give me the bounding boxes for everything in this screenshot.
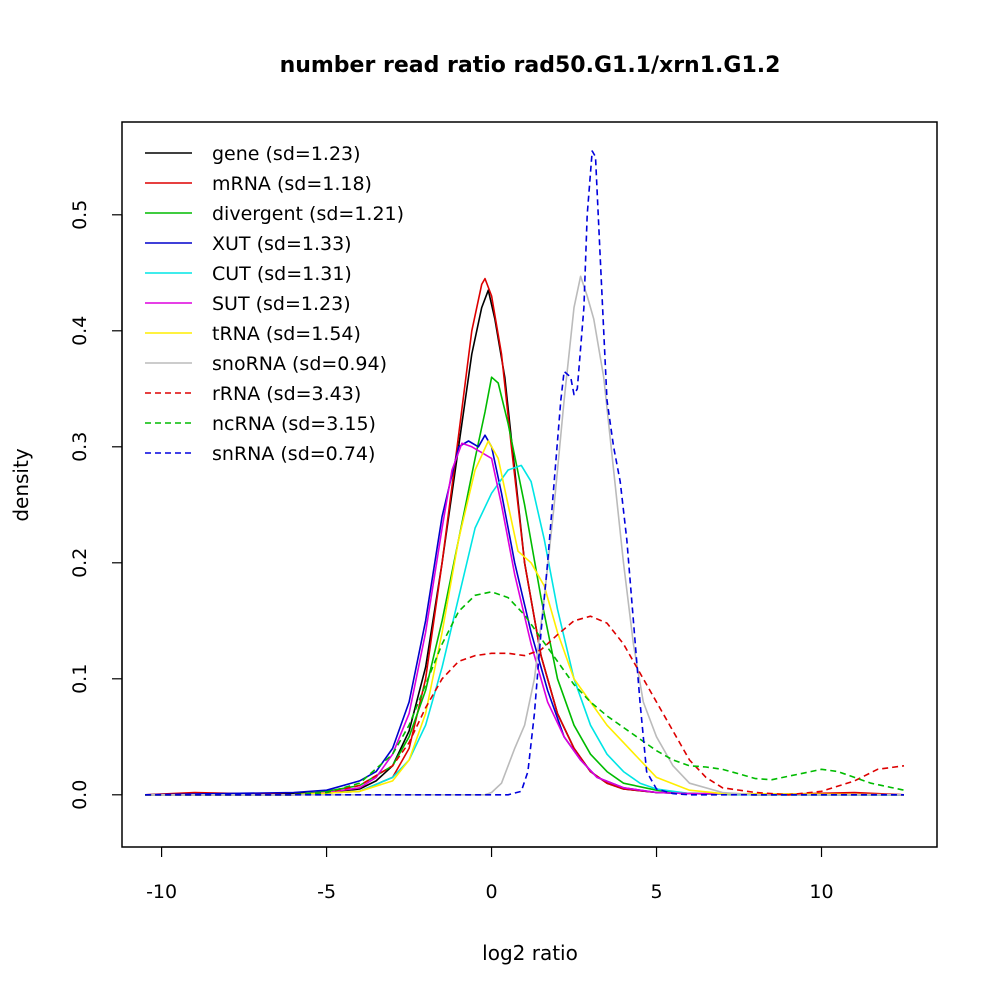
x-tick-label: -10 (146, 881, 177, 903)
series-line-2 (145, 376, 904, 796)
legend-label: CUT (sd=1.31) (212, 263, 352, 285)
legend-label: ncRNA (sd=3.15) (212, 413, 376, 435)
series-line-4 (145, 464, 904, 796)
series-line-5 (145, 442, 905, 796)
y-tick-label: 0.2 (69, 548, 91, 578)
legend-label: XUT (sd=1.33) (212, 233, 352, 255)
legend-label: divergent (sd=1.21) (212, 203, 404, 225)
series-line-6 (145, 440, 905, 796)
y-tick-label: 0.4 (69, 316, 91, 346)
series-layer (145, 150, 905, 796)
legend-label: SUT (sd=1.23) (212, 293, 351, 315)
legend-label: tRNA (sd=1.54) (212, 323, 361, 345)
x-axis-label: log2 ratio (482, 941, 578, 965)
y-tick-label: 0.0 (69, 780, 91, 810)
y-tick-label: 0.5 (69, 200, 91, 230)
x-tick-label: 10 (809, 881, 833, 903)
x-tick-label: -5 (317, 881, 336, 903)
y-axis: 0.0 0.1 0.2 0.3 0.4 0.5 (69, 200, 123, 810)
x-tick-label: 5 (650, 881, 662, 903)
series-line-10 (145, 150, 904, 796)
legend-label: snRNA (sd=0.74) (212, 443, 375, 465)
x-tick-label: 0 (486, 881, 498, 903)
legend: gene (sd=1.23) mRNA (sd=1.18) divergent (s… (145, 143, 404, 465)
plot-frame (121, 121, 938, 848)
y-axis-label: density (9, 448, 33, 521)
legend-label: gene (sd=1.23) (212, 143, 361, 165)
legend-label: mRNA (sd=1.18) (212, 173, 372, 195)
x-axis: -10 -5 0 5 10 (146, 846, 834, 903)
y-tick-label: 0.1 (69, 664, 91, 694)
chart-title: number read ratio rad50.G1.1/xrn1.G1.2 (280, 53, 781, 78)
series-line-9 (145, 591, 905, 796)
y-tick-label: 0.3 (69, 432, 91, 462)
series-line-8 (145, 615, 905, 796)
legend-label: snoRNA (sd=0.94) (212, 353, 387, 375)
legend-label: rRNA (sd=3.43) (212, 383, 361, 405)
